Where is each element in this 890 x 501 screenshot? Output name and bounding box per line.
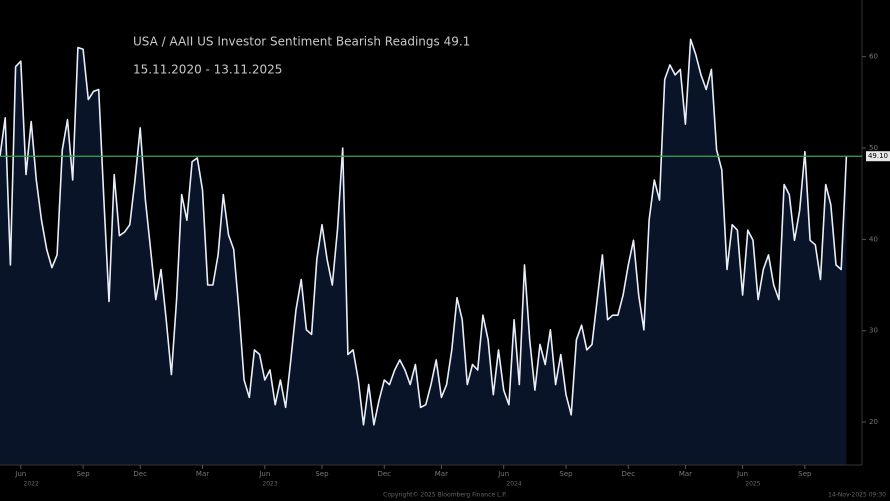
x-tick-label: Dec <box>133 470 147 478</box>
x-year-label: 2023 <box>262 481 277 488</box>
y-tick-label: 20 <box>869 418 878 426</box>
x-tick-label: Jun <box>258 470 270 478</box>
area <box>0 39 847 466</box>
line <box>0 38 848 426</box>
x-tick-label: Sep <box>798 470 812 478</box>
y-tick-label: 50 <box>869 144 878 152</box>
reference-label-box <box>866 151 890 162</box>
x-year-label: 2024 <box>506 481 521 488</box>
x-year-label: 2025 <box>745 481 760 488</box>
x-tick-label: Dec <box>377 470 391 478</box>
x-tick-label: Dec <box>622 470 636 478</box>
x-year-label: 2022 <box>24 481 39 488</box>
x-tick-label: Sep <box>559 470 573 478</box>
x-tick-label: Mar <box>679 470 692 478</box>
chart-title: USA / AAII US Investor Sentiment Bearish… <box>133 35 470 49</box>
plot-area <box>0 38 848 466</box>
timestamp: 14-Nov-2025 09:30 <box>828 492 886 499</box>
y-tick-label: 60 <box>869 53 878 61</box>
copyright: Copyright© 2025 Bloomberg Finance L.P. <box>383 492 507 499</box>
y-tick-label: 30 <box>869 327 878 335</box>
reference-label: 49.10 <box>868 152 888 160</box>
chart-subtitle: 15.11.2020 - 13.11.2025 <box>133 63 282 77</box>
x-tick-label: Jun <box>497 470 509 478</box>
y-tick-label: 40 <box>869 235 878 243</box>
x-tick-label: Sep <box>76 470 90 478</box>
x-tick-label: Sep <box>315 470 329 478</box>
x-tick-label: Mar <box>435 470 448 478</box>
x-tick-label: Jun <box>736 470 748 478</box>
x-tick-label: Jun <box>14 470 26 478</box>
x-tick-label: Mar <box>196 470 209 478</box>
